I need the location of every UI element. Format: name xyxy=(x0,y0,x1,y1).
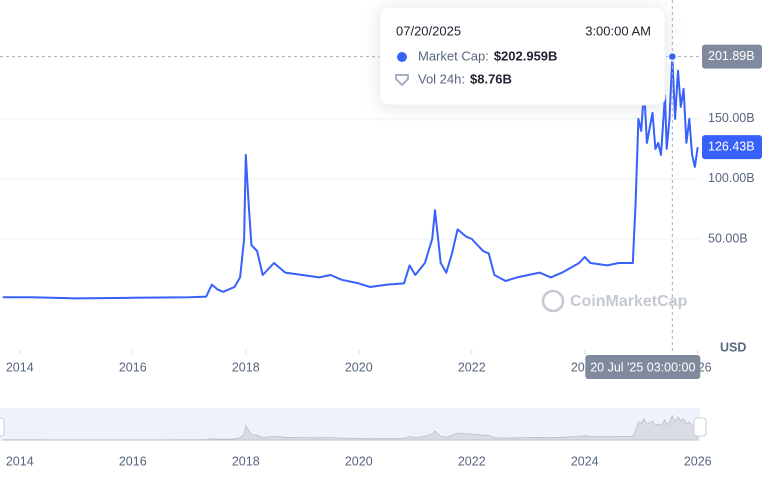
navigator-tick-label: 2024 xyxy=(571,454,599,468)
navigator-handle[interactable] xyxy=(693,417,707,437)
tooltip-box xyxy=(379,6,666,106)
x-tick-label: 2016 xyxy=(119,360,147,374)
tooltip-item-label: Market Cap: xyxy=(418,48,489,63)
tooltip-item-label: Vol 24h: xyxy=(418,71,465,86)
tooltip-vol-icon xyxy=(395,74,409,87)
tooltip-time: 3:00:00 AM xyxy=(585,23,651,38)
y-tick-label: 50.00B xyxy=(708,231,748,245)
navigator-tick-label: 2022 xyxy=(458,454,486,468)
market-cap-line xyxy=(2,55,699,300)
navigator-tick-label: 2026 xyxy=(684,454,712,468)
price-marker-label: 201.89B xyxy=(708,49,755,63)
navigator-handle[interactable] xyxy=(0,417,5,437)
y-tick-label: 150.00B xyxy=(708,111,755,125)
tooltip-item-value: $202.959B xyxy=(494,48,558,63)
crosshair-label: 20 Jul '25 03:00:00 xyxy=(590,360,695,374)
x-tick-label: 2018 xyxy=(232,360,260,374)
price-marker-box xyxy=(702,135,762,160)
unit-label: USD xyxy=(720,340,746,354)
y-tick-label: 100.00B xyxy=(708,171,755,185)
x-tick-label: 2020 xyxy=(345,360,373,374)
navigator-tick-label: 2014 xyxy=(6,454,34,468)
x-tick-label: 2014 xyxy=(6,360,34,374)
watermark: CoinMarketCap xyxy=(541,289,688,313)
navigator[interactable] xyxy=(0,408,700,441)
navigator-tick-label: 2018 xyxy=(232,454,260,468)
navigator-area xyxy=(2,414,699,441)
price-marker-label: 126.43B xyxy=(708,139,755,153)
tooltip-date: 07/20/2025 xyxy=(396,23,461,38)
navigator-tick-label: 2020 xyxy=(345,454,373,468)
watermark-logo xyxy=(541,289,565,313)
tooltip: 07/20/2025 3:00:00 AM Market Cap: $202.959B… xyxy=(379,6,666,106)
crosshair-label-box xyxy=(585,355,701,379)
crosshair-point xyxy=(667,51,678,62)
x-tick-label: 2022 xyxy=(458,360,486,374)
navigator-tick-label: 2016 xyxy=(119,454,147,468)
watermark-text: CoinMarketCap xyxy=(570,293,688,310)
price-marker-box xyxy=(702,44,762,69)
tooltip-item-value: $8.76B xyxy=(470,71,512,86)
tooltip-dot xyxy=(397,52,407,62)
